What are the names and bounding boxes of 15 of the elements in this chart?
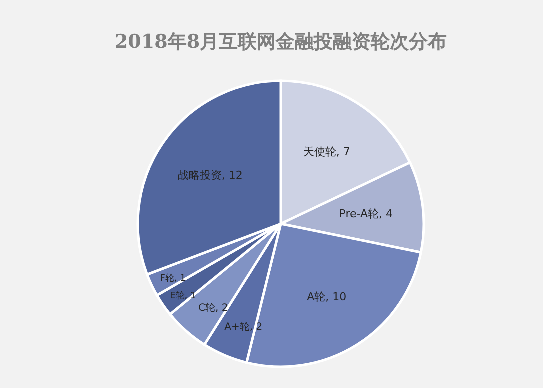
slice-label: A+轮 <box>224 321 250 334</box>
slice-label: C轮 <box>198 302 216 314</box>
data-label: , 4 <box>379 208 394 221</box>
data-label: , 12 <box>222 169 243 182</box>
slice-label: 战略投资 <box>178 169 222 182</box>
slice-label: F轮 <box>160 273 174 284</box>
chart-title: 2018年8月互联网金融投融资轮次分布 <box>114 31 448 53</box>
data-label: , 7 <box>336 145 350 158</box>
slice-label: A轮 <box>307 290 326 304</box>
data-label: , 2 <box>216 302 228 314</box>
slice-label: 天使轮 <box>303 145 336 158</box>
data-label: , 10 <box>326 290 347 304</box>
data-label: , 2 <box>250 322 263 334</box>
slice-label: E轮 <box>170 290 185 302</box>
slice-label: Pre-A轮 <box>339 208 380 221</box>
